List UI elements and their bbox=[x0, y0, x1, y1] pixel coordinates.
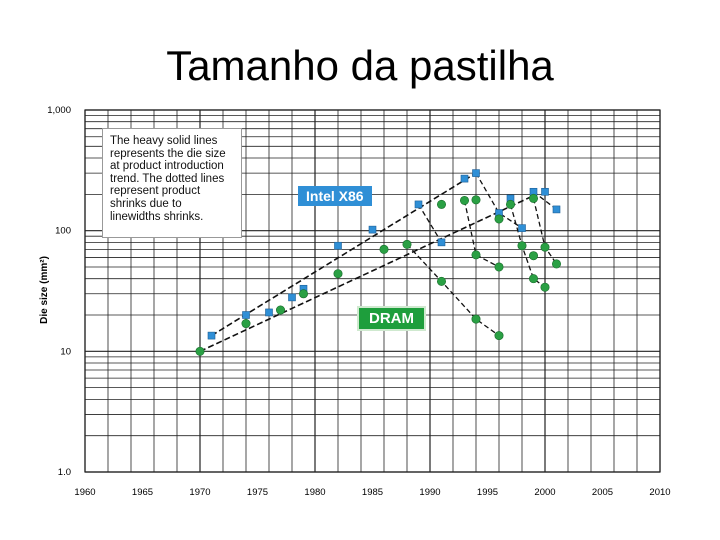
y-axis-label: Die size (mm²) bbox=[39, 256, 50, 324]
dram-label: DRAM bbox=[357, 306, 426, 331]
intel-shrink-line bbox=[475, 172, 523, 229]
x-tick-label: 2000 bbox=[534, 487, 555, 498]
intel-shrink-line bbox=[417, 204, 443, 243]
x-tick-label: 1995 bbox=[477, 487, 498, 498]
dram-point bbox=[540, 242, 550, 252]
y-tick-label: 1.0 bbox=[58, 467, 71, 478]
legend-note: The heavy solid lines represents the die… bbox=[102, 128, 242, 238]
x-tick-label: 1970 bbox=[189, 487, 210, 498]
intel-point bbox=[541, 187, 549, 196]
dram-point bbox=[436, 276, 446, 286]
intel-point bbox=[207, 331, 216, 340]
y-tick-label: 100 bbox=[55, 226, 71, 237]
intel-point bbox=[552, 205, 561, 214]
intel-point bbox=[460, 174, 469, 183]
dram-point bbox=[505, 199, 515, 209]
intel-point bbox=[437, 238, 446, 247]
trend-lines bbox=[199, 172, 558, 353]
intel-x86-label: Intel X86 bbox=[298, 186, 372, 206]
intel-shrink-line bbox=[533, 191, 557, 210]
dram-point bbox=[471, 314, 481, 324]
slide-title: Tamanho da pastilha bbox=[166, 42, 554, 89]
x-tick-label: 2010 bbox=[649, 487, 670, 498]
dram-point bbox=[275, 305, 285, 315]
x-tick-label: 2005 bbox=[592, 487, 613, 498]
y-tick-label: 10 bbox=[60, 346, 71, 357]
dram-point bbox=[402, 239, 412, 249]
tick-labels: 1960 1965 1970 1975 1980 1985 1990 1995 2000 2005… bbox=[47, 105, 670, 498]
intel-point bbox=[288, 293, 296, 302]
dram-point bbox=[379, 244, 389, 254]
dram-point bbox=[471, 250, 481, 260]
dram-point bbox=[298, 289, 308, 299]
x-tick-label: 1990 bbox=[419, 487, 440, 498]
dram-point bbox=[540, 282, 550, 292]
x-tick-label: 1975 bbox=[247, 487, 268, 498]
dram-point bbox=[494, 262, 504, 272]
dram-shrink-line bbox=[509, 204, 546, 288]
y-tick-label: 1,000 bbox=[47, 105, 71, 116]
dram-trend-line bbox=[199, 194, 534, 353]
dram-point bbox=[494, 214, 504, 224]
intel-point bbox=[414, 200, 423, 209]
dram-point bbox=[528, 251, 538, 261]
plot-frame bbox=[84, 109, 661, 473]
dram-point bbox=[333, 269, 343, 279]
x-tick-label: 1960 bbox=[74, 487, 95, 498]
intel-point bbox=[518, 224, 526, 232]
dram-point bbox=[459, 195, 469, 205]
dram-point bbox=[517, 241, 527, 251]
intel-point bbox=[242, 311, 250, 319]
dram-shrink-line bbox=[406, 243, 500, 337]
dram-point bbox=[494, 331, 504, 341]
dram-point bbox=[528, 193, 538, 203]
dram-point bbox=[241, 319, 251, 329]
data-points bbox=[195, 169, 561, 356]
dram-point bbox=[528, 274, 538, 284]
x-tick-label: 1965 bbox=[132, 487, 153, 498]
intel-point bbox=[334, 241, 342, 250]
dram-point bbox=[195, 346, 205, 356]
x-tick-label: 1985 bbox=[362, 487, 383, 498]
intel-trend-line bbox=[211, 172, 477, 337]
dram-shrink-line bbox=[463, 200, 500, 268]
intel-point bbox=[472, 169, 480, 177]
dram-point bbox=[471, 195, 481, 205]
x-tick-label: 1980 bbox=[304, 487, 325, 498]
intel-point bbox=[265, 308, 273, 317]
dram-point bbox=[436, 199, 446, 209]
intel-point bbox=[368, 225, 377, 234]
dram-point bbox=[551, 259, 561, 269]
